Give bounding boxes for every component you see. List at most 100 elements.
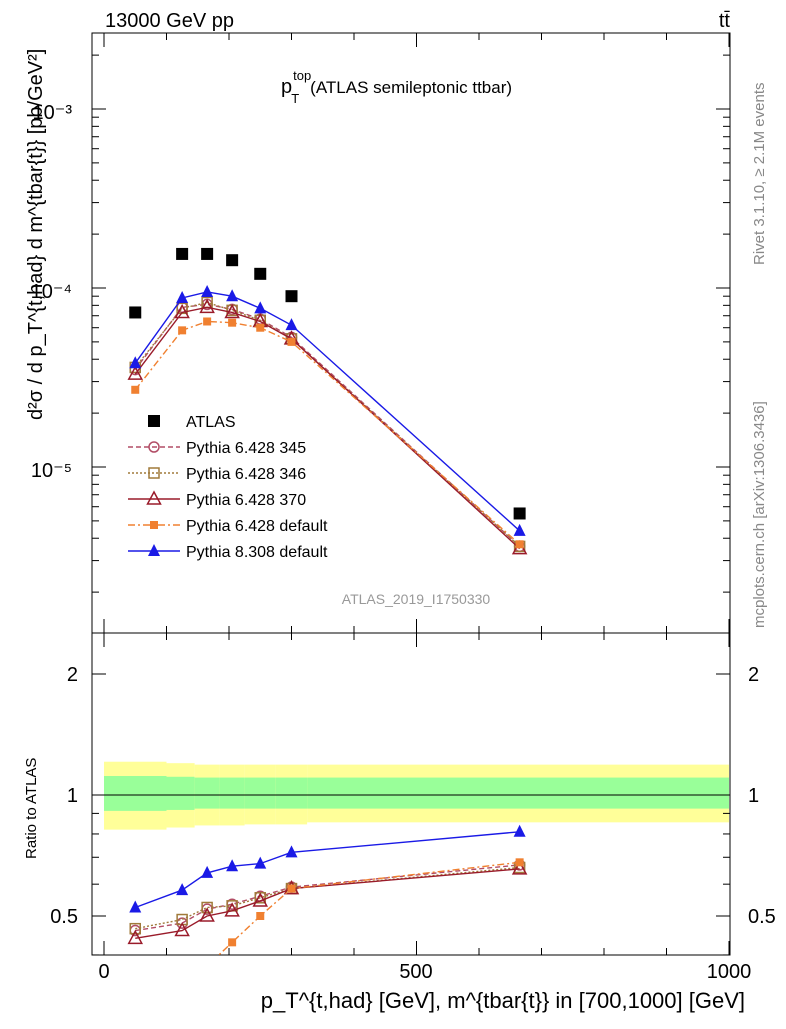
main-point-pythia-6-428-370 xyxy=(174,303,190,319)
main-point-pythia-8-308-default xyxy=(285,318,298,331)
legend-label-pythia8-default: Pythia 8.308 default xyxy=(186,544,328,561)
x-tick-label-0: 0 xyxy=(98,961,109,983)
ratio-point-pythia-6-428-370 xyxy=(224,902,240,917)
ratio-point-pythia-6-428-default xyxy=(256,912,265,920)
main-point-pythia-6-428-370 xyxy=(199,298,215,314)
main-point-pythia-8-308-default xyxy=(129,356,142,369)
ratio-line-pythia-6-428-default xyxy=(217,861,520,955)
ratio-stat-band xyxy=(104,775,167,811)
ratio-point-pythia-6-428-370 xyxy=(511,860,528,875)
legend-marker-pythia6-default xyxy=(128,521,180,529)
legend-symbol xyxy=(150,521,158,529)
ratio-point-pythia-8-308-default xyxy=(129,900,142,913)
legend-symbol xyxy=(146,490,162,505)
ratio-point-pythia-8-308-default xyxy=(254,856,267,869)
ratio-stat-band xyxy=(219,777,245,809)
ratio-point-pythia-8-308-default xyxy=(285,845,298,858)
main-point-pythia-8-308-default xyxy=(176,290,189,303)
main-point-atlas xyxy=(129,306,142,319)
legend-marker-pythia6-345 xyxy=(128,441,180,453)
legend-symbol xyxy=(148,544,160,556)
main-point-atlas xyxy=(226,254,239,267)
y-tick-label-1e-5: 10⁻⁵ xyxy=(31,460,72,482)
legend-marker-pythia6-370 xyxy=(128,490,180,505)
legend: ATLAS Pythia 6.428 345 Pythia 6.428 346 … xyxy=(128,414,328,561)
ratio-y-tick-label-left-2: 2 xyxy=(67,664,78,686)
y-tick-label-1e-4: 10⁻⁴ xyxy=(31,281,72,303)
main-point-pythia-6-428-default xyxy=(178,326,187,335)
main-point-pythia-8-308-default xyxy=(513,523,526,536)
ratio-point-pythia-6-428-default xyxy=(131,1001,139,1009)
ratio-point-pythia-8-308-default xyxy=(226,859,239,872)
main-point-pythia-8-308-default xyxy=(254,301,267,314)
legend-marker-pythia8-default xyxy=(128,544,180,556)
ratio-y-tick-label-left-1: 1 xyxy=(67,785,78,807)
legend-label-pythia6-370: Pythia 6.428 370 xyxy=(186,492,306,509)
ratio-point-pythia-6-428-346 xyxy=(129,922,141,935)
main-point-pythia-6-428-370 xyxy=(224,303,240,319)
ratio-point-pythia-6-428-default xyxy=(515,858,524,867)
ratio-point-pythia-8-308-default xyxy=(201,865,214,878)
main-point-pythia-8-308-default xyxy=(226,289,239,302)
ratio-point-pythia-6-428-default xyxy=(203,962,211,970)
main-line-pythia-6-428-default xyxy=(134,320,521,545)
main-point-pythia-6-428-370 xyxy=(127,365,144,380)
main-point-pythia-6-428-default xyxy=(256,323,265,332)
rivet-version-label: Rivet 3.1.10, ≥ 2.1M events xyxy=(751,83,768,266)
mcplots-label: mcplots.cern.ch [arXiv:1306.3436] xyxy=(751,401,768,628)
main-point-atlas xyxy=(201,247,214,260)
main-point-atlas xyxy=(254,267,267,280)
ratio-y-tick-label-right-1: 1 xyxy=(748,785,759,807)
legend-symbol xyxy=(148,467,160,479)
main-point-pythia-8-308-default xyxy=(201,284,214,297)
main-point-pythia-6-428-default xyxy=(203,317,212,326)
ratio-line-pythia-6-428-345 xyxy=(135,864,520,932)
ratio-stat-band xyxy=(275,777,308,809)
y-tick-label-1e-3: 10⁻³ xyxy=(33,102,73,124)
main-point-pythia-6-428-default xyxy=(287,337,296,346)
ratio-point-pythia-6-428-370 xyxy=(199,907,215,922)
legend-label-atlas: ATLAS xyxy=(186,414,236,431)
header-energy-label: 13000 GeV pp xyxy=(105,10,234,32)
ratio-point-pythia-6-428-default xyxy=(228,938,237,947)
ratio-line-pythia-6-428-346 xyxy=(135,866,520,930)
ratio-point-pythia-6-428-370 xyxy=(127,929,144,945)
x-tick-label-500: 500 xyxy=(399,961,432,983)
ratio-stat-band xyxy=(166,776,195,810)
main-point-pythia-6-428-default xyxy=(515,540,524,549)
main-point-pythia-6-428-default xyxy=(131,385,140,394)
legend-symbol xyxy=(148,441,160,453)
ratio-y-axis-label: Ratio to ATLAS xyxy=(23,758,40,859)
ratio-y-tick-label-right-2: 2 xyxy=(748,664,759,686)
ratio-y-tick-label-left-0.5: 0.5 xyxy=(50,906,78,928)
x-tick-label-1000: 1000 xyxy=(707,961,752,983)
ratio-line-pythia-6-428-370 xyxy=(135,868,520,940)
legend-label-pythia6-default: Pythia 6.428 default xyxy=(186,518,328,535)
analysis-id-watermark: ATLAS_2019_I1750330 xyxy=(342,591,491,607)
main-series-layer xyxy=(127,247,528,555)
main-y-axis-label: d²σ / d p_T^{t,had} d m^{tbar{t}} [pb/Ge… xyxy=(25,49,47,420)
main-line-pythia-6-428-345 xyxy=(134,303,521,547)
ratio-point-pythia-8-308-default xyxy=(176,883,189,896)
ratio-line-pythia-8-308-default xyxy=(135,831,520,909)
main-point-pythia-6-428-default xyxy=(228,318,237,327)
ratio-point-pythia-6-428-default xyxy=(287,884,296,893)
main-panel-frame xyxy=(91,32,731,634)
legend-label-pythia6-345: Pythia 6.428 345 xyxy=(186,440,306,457)
ratio-point-pythia-6-428-default xyxy=(178,985,186,993)
legend-marker-pythia6-346 xyxy=(128,467,180,479)
main-point-atlas xyxy=(285,290,298,303)
legend-symbol xyxy=(148,415,160,427)
x-axis-label: p_T^{t,had} [GeV], m^{tbar{t}} in [700,1… xyxy=(261,988,745,1013)
main-title: ptop T(ATLAS semileptonic ttbar) xyxy=(281,68,512,106)
ratio-uncertainty-bands xyxy=(92,761,730,830)
ratio-y-tick-label-right-0.5: 0.5 xyxy=(748,906,776,928)
main-point-atlas xyxy=(513,507,526,520)
ratio-point-pythia-6-428-370 xyxy=(174,921,190,937)
ratio-series-layer xyxy=(127,824,528,1009)
legend-label-pythia6-346: Pythia 6.428 346 xyxy=(186,466,306,483)
ratio-stat-band xyxy=(244,777,276,809)
ratio-panel-frame xyxy=(91,632,731,956)
